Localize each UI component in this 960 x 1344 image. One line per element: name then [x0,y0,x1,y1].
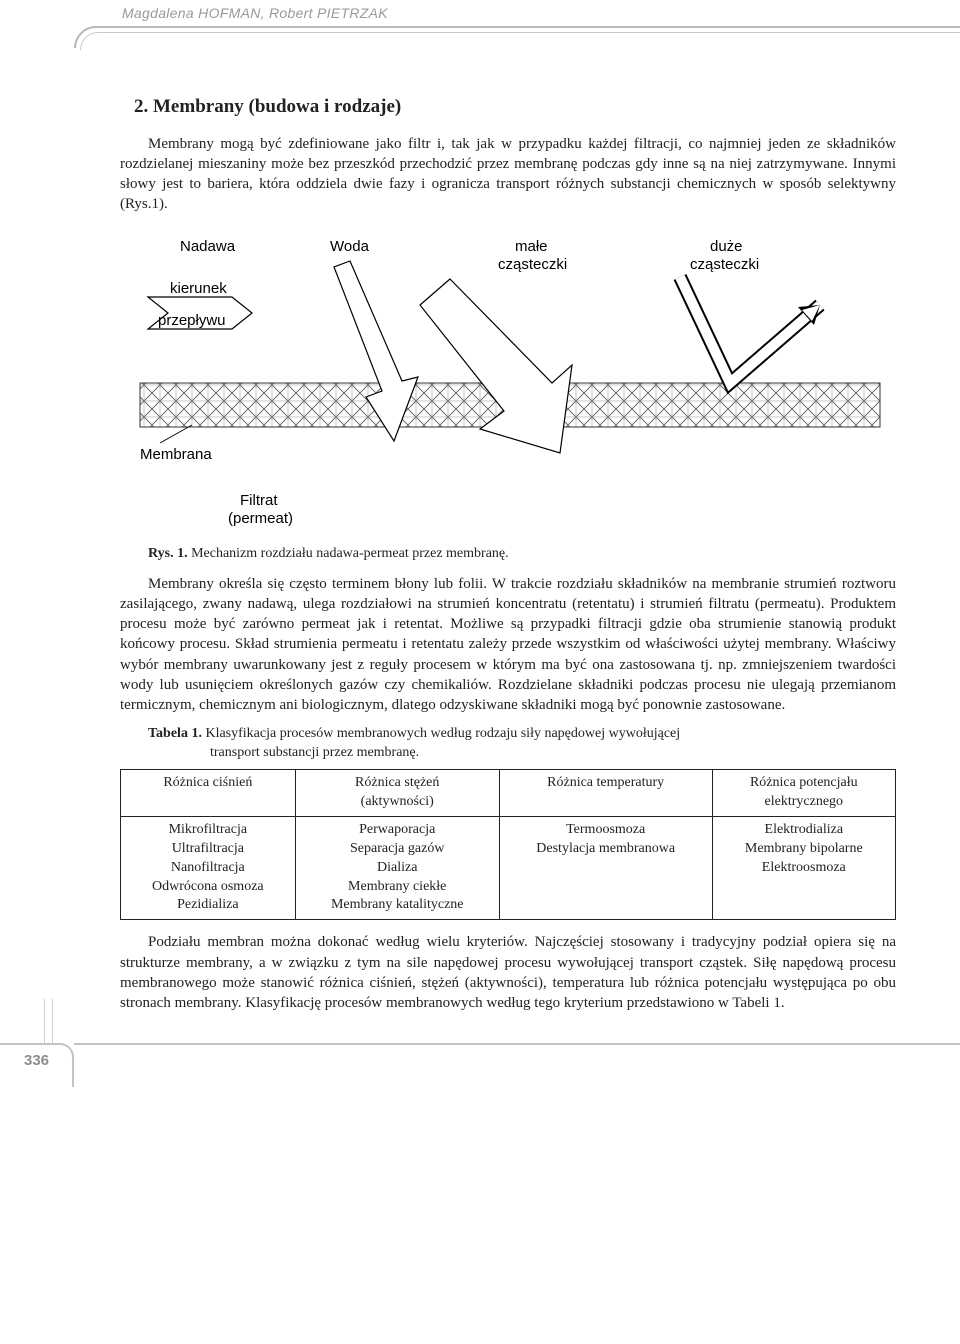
label-nadawa: Nadawa [180,238,236,255]
label-kierunek: kierunek [170,280,227,297]
footer-rule-v2 [52,999,53,1045]
th-pressure: Różnica ciśnień [121,770,296,817]
th-concentration: Różnica stężeń(aktywności) [295,770,499,817]
footer-rule-h [74,1043,960,1045]
page-content: 2. Membrany (budowa i rodzaje) Membrany … [120,94,896,1013]
footer-rule-v1 [44,999,45,1045]
figure-caption-label: Rys. 1. [148,546,188,561]
figure-1-caption: Rys. 1. Mechanizm rozdziału nadawa-perme… [148,545,896,564]
label-membrana: Membrana [140,446,212,463]
figure-caption-text: Mechanizm rozdziału nadawa-permeat przez… [188,546,509,561]
label-czasteczki-1: cząsteczki [498,256,567,273]
membrane-leader [160,425,192,443]
label-male: małe [515,238,548,255]
table-1: Różnica ciśnień Różnica stężeń(aktywnośc… [120,769,896,920]
paragraph-1: Membrany mogą być zdefiniowane jako filt… [120,134,896,215]
th-temperature: Różnica temperatury [499,770,712,817]
page-header: Magdalena HOFMAN, Robert PIETRZAK [0,26,960,76]
authors: Magdalena HOFMAN, Robert PIETRZAK [122,4,388,23]
table-caption-label: Tabela 1. [148,726,202,741]
td-potential: Elektrodializa Membrany bipolarne Elektr… [712,816,895,919]
td-pressure: Mikrofiltracja Ultrafiltracja Nanofiltra… [121,816,296,919]
table-header-row: Różnica ciśnień Różnica stężeń(aktywnośc… [121,770,896,817]
page-number: 336 [24,1051,49,1071]
table-1-caption: Tabela 1. Klasyfikacja procesów membrano… [148,725,896,763]
table-row: Mikrofiltracja Ultrafiltracja Nanofiltra… [121,816,896,919]
label-duze: duże [710,238,743,255]
td-temperature: Termoosmoza Destylacja membranowa [499,816,712,919]
section-heading: 2. Membrany (budowa i rodzaje) [134,94,896,120]
page-footer: 336 [0,1043,960,1113]
table-caption-text-1: Klasyfikacja procesów membranowych wedłu… [202,726,680,741]
figure-1: Nadawa Woda małe cząsteczki duże cząstec… [120,233,896,533]
paragraph-2: Membrany określa się często terminem bło… [120,574,896,716]
paragraph-3: Podziału membran można dokonać według wi… [120,932,896,1013]
td-concentration: Perwaporacja Separacja gazów Dializa Mem… [295,816,499,919]
label-czasteczki-2: cząsteczki [690,256,759,273]
label-woda: Woda [330,238,370,255]
label-filtrat: Filtrat [240,492,278,509]
th-potential: Różnica potencjałuelektrycznego [712,770,895,817]
arrow-large-particles [680,277,820,383]
header-rule-inner [80,32,960,50]
label-permeat: (permeat) [228,510,293,527]
figure-1-svg: Nadawa Woda małe cząsteczki duże cząstec… [120,233,900,533]
label-przeplywu: przepływu [158,312,226,329]
table-caption-text-2: transport substancji przez membranę. [210,744,896,763]
